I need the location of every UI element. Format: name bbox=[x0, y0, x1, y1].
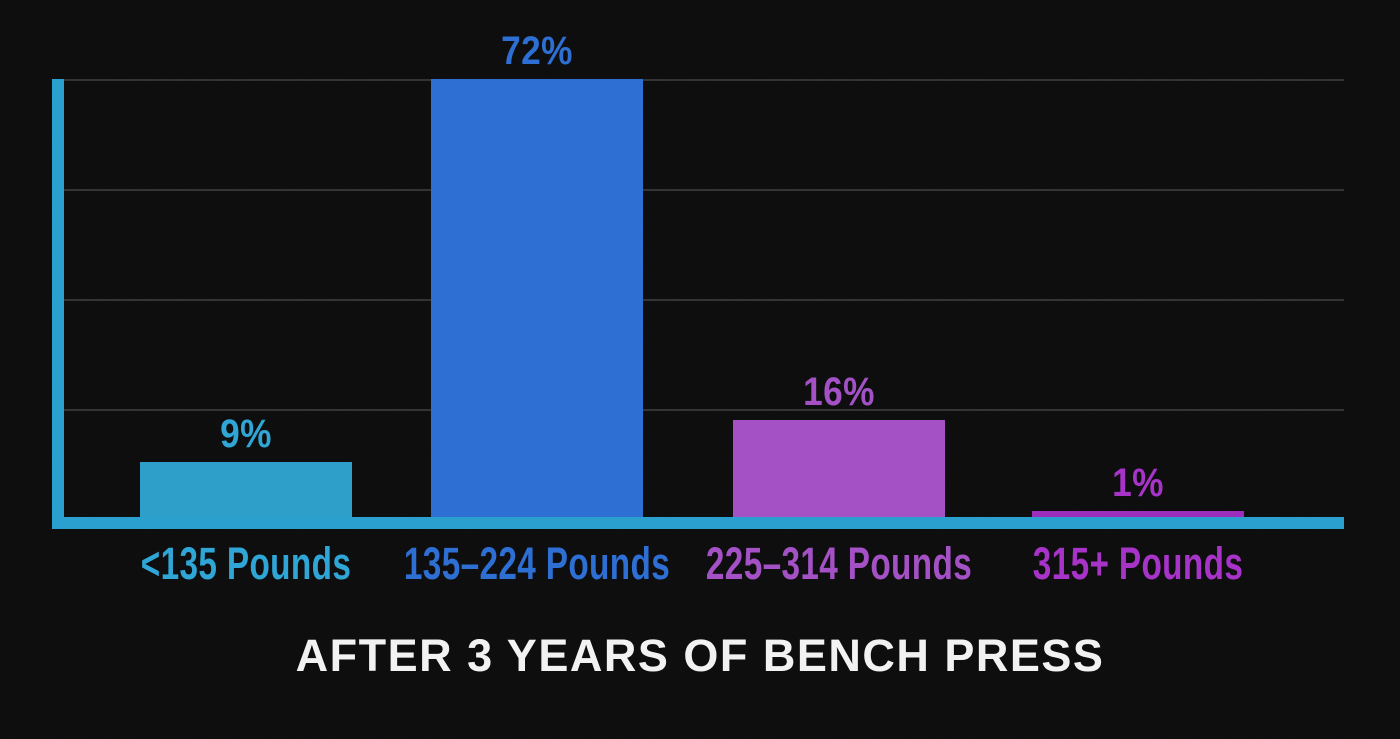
x-axis-category-label: <135 Pounds bbox=[140, 538, 352, 589]
bar-value-label: 1% bbox=[1112, 461, 1164, 505]
chart-title: AFTER 3 YEARS OF BENCH PRESS bbox=[295, 630, 1105, 681]
gridline bbox=[64, 79, 1344, 81]
x-axis-line bbox=[52, 517, 1344, 529]
x-axis-category-label: 135–224 Pounds bbox=[403, 538, 671, 589]
bar-value-label: 16% bbox=[803, 370, 875, 414]
x-axis-category-label: 225–314 Pounds bbox=[705, 538, 973, 589]
gridline bbox=[64, 189, 1344, 191]
gridline bbox=[64, 409, 1344, 411]
bar-225-314-pounds bbox=[733, 420, 945, 517]
x-axis-category-label: 315+ Pounds bbox=[1032, 538, 1244, 589]
bar-value-label: 9% bbox=[220, 412, 272, 456]
bar-value-label: 72% bbox=[501, 29, 573, 73]
y-axis-line bbox=[52, 79, 64, 529]
bar-315-plus-pounds bbox=[1032, 511, 1244, 517]
gridline bbox=[64, 299, 1344, 301]
bar-under-135-pounds bbox=[140, 462, 352, 517]
bar-135-224-pounds bbox=[431, 79, 643, 517]
